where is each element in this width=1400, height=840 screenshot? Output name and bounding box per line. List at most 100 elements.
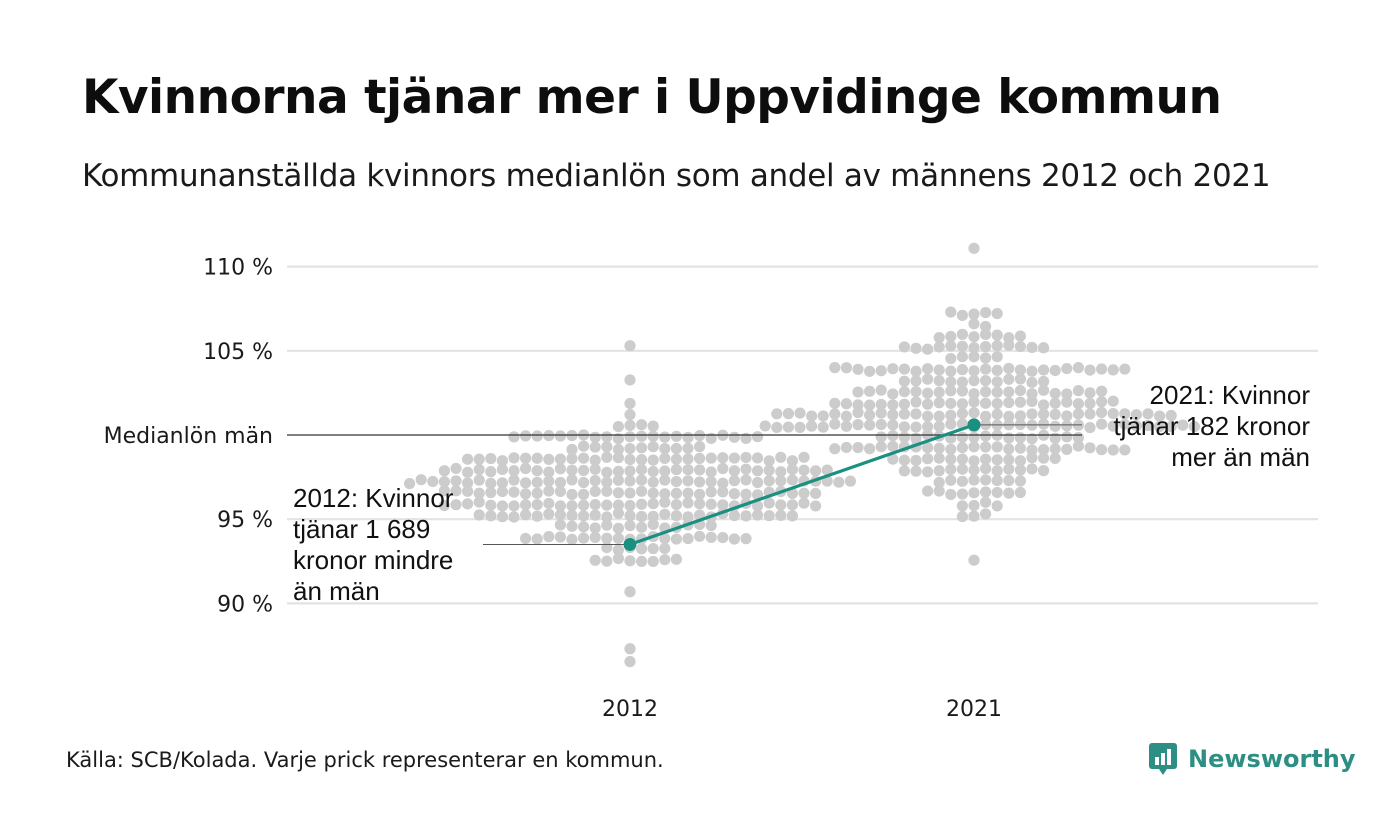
municipality-dot <box>763 455 775 467</box>
municipality-dot <box>531 499 543 511</box>
municipality-dot <box>647 454 659 466</box>
municipality-dot <box>531 533 543 545</box>
municipality-dot <box>956 431 969 443</box>
municipality-dot <box>717 499 729 511</box>
municipality-dot <box>531 430 543 442</box>
municipality-dot <box>682 475 694 487</box>
municipality-dot <box>968 510 980 522</box>
municipality-dot <box>682 453 694 465</box>
municipality-dot <box>705 498 717 510</box>
municipality-dot <box>968 431 980 443</box>
municipality-dot <box>1165 420 1177 433</box>
municipality-dot <box>922 442 934 454</box>
municipality-dot <box>968 455 980 467</box>
municipality-dot <box>1038 364 1050 376</box>
municipality-dot <box>624 431 636 443</box>
municipality-dot <box>740 451 752 464</box>
municipality-dot <box>1061 362 1073 375</box>
municipality-dot <box>566 509 578 521</box>
municipality-dot <box>508 431 520 443</box>
municipality-dot <box>1107 364 1119 376</box>
municipality-dot <box>1119 363 1131 375</box>
municipality-dot <box>910 408 922 420</box>
municipality-dot <box>1096 396 1108 408</box>
municipality-dot <box>910 421 922 433</box>
municipality-dot <box>1038 342 1050 354</box>
municipality-dot <box>991 465 1003 477</box>
beeswarm-dots <box>404 242 1200 668</box>
municipality-dot <box>589 509 601 521</box>
municipality-dot <box>728 465 741 477</box>
municipality-dot <box>980 328 992 341</box>
municipality-dot <box>864 419 876 431</box>
municipality-dot <box>554 430 567 442</box>
municipality-dot <box>786 455 799 467</box>
municipality-dot <box>1084 408 1096 420</box>
municipality-dot <box>415 474 427 486</box>
municipality-dot <box>531 476 543 488</box>
municipality-dot <box>1038 399 1050 411</box>
annotation-2021-line: 2021: Kvinnor <box>1150 380 1311 410</box>
municipality-dot <box>647 498 659 510</box>
municipality-dot <box>968 388 980 400</box>
highlight-line <box>629 423 975 546</box>
municipality-dot <box>659 465 671 477</box>
municipality-dot <box>1061 420 1073 432</box>
municipality-dot <box>752 465 764 477</box>
municipality-dot <box>771 421 783 434</box>
municipality-dot <box>1014 330 1026 342</box>
municipality-dot <box>991 340 1003 352</box>
municipality-dot <box>1154 420 1166 433</box>
municipality-dot <box>968 499 980 512</box>
municipality-dot <box>1038 375 1050 388</box>
municipality-dot <box>612 522 625 534</box>
municipality-dot <box>473 474 485 486</box>
municipality-dot <box>968 365 980 377</box>
municipality-dot <box>933 410 945 422</box>
municipality-dot <box>717 462 729 475</box>
municipality-dot <box>1014 475 1026 487</box>
municipality-dot <box>1003 339 1015 351</box>
municipality-dot <box>991 397 1003 410</box>
municipality-dot <box>1107 407 1119 420</box>
municipality-dot <box>887 453 899 465</box>
municipality-dot <box>659 488 671 500</box>
municipality-dot <box>682 497 694 509</box>
municipality-dot <box>910 385 922 398</box>
municipality-dot <box>875 365 887 377</box>
municipality-dot <box>933 331 945 344</box>
municipality-dot <box>601 519 613 531</box>
municipality-dot <box>945 418 957 430</box>
municipality-dot <box>1107 444 1119 456</box>
municipality-dot <box>740 474 752 486</box>
municipality-dot <box>1014 373 1026 385</box>
municipality-dot <box>438 500 450 512</box>
municipality-dot <box>775 499 787 511</box>
municipality-dot <box>763 475 775 487</box>
municipality-dot <box>612 544 625 556</box>
y-tick-label: 95 % <box>217 508 273 533</box>
municipality-dot <box>473 496 485 508</box>
municipality-dot <box>647 555 659 568</box>
municipality-dot <box>531 465 543 477</box>
municipality-dot <box>980 397 992 409</box>
municipality-dot <box>980 496 992 508</box>
municipality-dot <box>806 410 818 422</box>
municipality-dot <box>875 384 887 396</box>
municipality-dot <box>829 397 841 409</box>
municipality-dot <box>1072 398 1084 410</box>
municipality-dot <box>991 486 1003 499</box>
municipality-dot <box>1014 486 1026 499</box>
municipality-dot <box>956 328 969 340</box>
municipality-dot <box>910 365 922 377</box>
municipality-dot <box>612 499 625 511</box>
municipality-dot <box>956 510 969 523</box>
municipality-dot <box>554 476 567 489</box>
municipality-dot <box>705 486 717 498</box>
municipality-dot <box>945 385 957 397</box>
municipality-dot <box>1061 388 1073 400</box>
municipality-dot <box>647 441 659 453</box>
municipality-dot <box>1049 443 1061 455</box>
municipality-dot <box>496 500 508 512</box>
municipality-dot <box>1130 420 1142 432</box>
